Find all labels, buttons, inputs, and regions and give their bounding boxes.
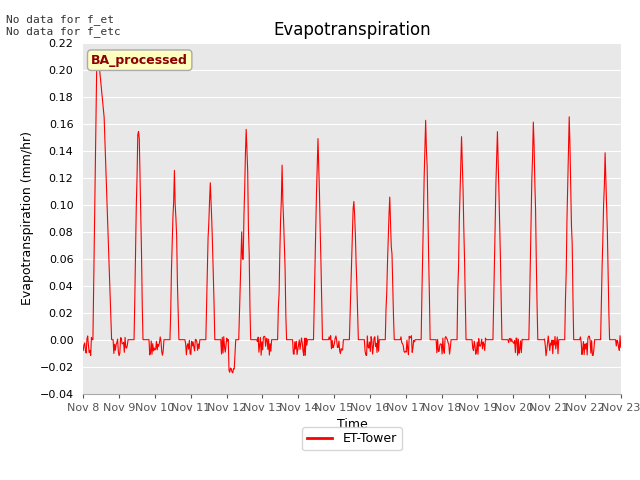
Text: No data for f_et: No data for f_et — [6, 14, 115, 25]
Title: Evapotranspiration: Evapotranspiration — [273, 21, 431, 39]
Text: BA_processed: BA_processed — [92, 54, 188, 67]
Legend: ET-Tower: ET-Tower — [302, 427, 402, 450]
Y-axis label: Evapotranspiration (mm/hr): Evapotranspiration (mm/hr) — [20, 132, 34, 305]
Text: No data for f_etc: No data for f_etc — [6, 26, 121, 37]
X-axis label: Time: Time — [337, 418, 367, 431]
